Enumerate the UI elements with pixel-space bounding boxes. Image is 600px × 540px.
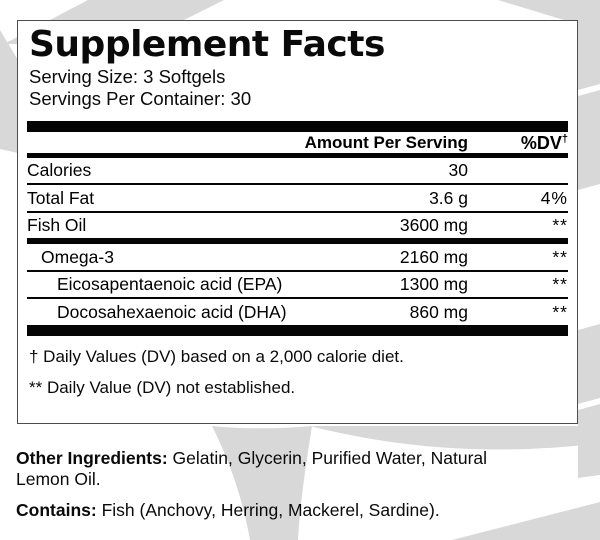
- table-row: Calories 30: [27, 158, 568, 186]
- nutrient-dv: **: [552, 274, 568, 295]
- servings-per-container: Servings Per Container: 30: [29, 87, 252, 109]
- nutrient-dv: **: [552, 215, 568, 236]
- nutrient-dv: **: [552, 301, 568, 322]
- nutrient-dv: 4%: [540, 187, 568, 208]
- footnote: ** Daily Value (DV) not established.: [29, 377, 296, 397]
- nutrient-amount: 30: [448, 160, 468, 181]
- supplement-facts-panel: Supplement Facts Serving Size: 3 Softgel…: [17, 20, 578, 424]
- nutrient-name: Fish Oil: [27, 215, 87, 236]
- nutrient-amount: 860 mg: [409, 301, 468, 322]
- nutrient-amount: 3600 mg: [399, 215, 468, 236]
- other-ingredients-text: Gelatin, Glycerin, Purified Water, Natur…: [16, 448, 488, 489]
- percent-dv-header: %DV†: [520, 132, 568, 153]
- table-row: Fish Oil 3600 mg **: [27, 213, 568, 245]
- table-row: Eicosapentaenoic acid (EPA) 1300 mg **: [27, 272, 568, 300]
- nutrient-amount: 1300 mg: [399, 274, 468, 295]
- nutrient-name: Eicosapentaenoic acid (EPA): [57, 274, 283, 295]
- footnote: † Daily Values (DV) based on a 2,000 cal…: [29, 346, 404, 366]
- table-row: Omega-3 2160 mg **: [27, 244, 568, 272]
- nutrient-name: Docosahexaenoic acid (DHA): [57, 301, 287, 322]
- nutrient-name: Omega-3: [41, 246, 114, 267]
- other-ingredients: Other Ingredients: Gelatin, Glycerin, Pu…: [16, 448, 490, 490]
- other-ingredients-label: Other Ingredients:: [16, 448, 168, 468]
- contains-label: Contains:: [16, 500, 97, 520]
- contains-statement: Contains: Fish (Anchovy, Herring, Macker…: [16, 500, 490, 521]
- table-row: Total Fat 3.6 g 4%: [27, 185, 568, 213]
- serving-size: Serving Size: 3 Softgels: [29, 65, 226, 87]
- nutrient-dv: **: [552, 246, 568, 267]
- nutrient-name: Calories: [27, 160, 92, 181]
- panel-title: Supplement Facts: [29, 24, 385, 65]
- bottom-text-block: Other Ingredients: Gelatin, Glycerin, Pu…: [16, 448, 490, 521]
- table-row: Docosahexaenoic acid (DHA) 860 mg **: [27, 299, 568, 336]
- amount-per-serving-header: Amount Per Serving: [304, 133, 468, 153]
- table-header-row: Amount Per Serving %DV†: [27, 132, 568, 153]
- divider-medium-header: [27, 152, 568, 158]
- nutrient-name: Total Fat: [27, 187, 95, 208]
- nutrient-table: Calories 30 Total Fat 3.6 g 4% Fish Oil …: [27, 158, 568, 336]
- footnotes: † Daily Values (DV) based on a 2,000 cal…: [27, 346, 568, 399]
- divider-thick-top: [27, 120, 568, 132]
- nutrient-amount: 2160 mg: [399, 246, 468, 267]
- contains-text: Fish (Anchovy, Herring, Mackerel, Sardin…: [96, 500, 440, 520]
- nutrient-amount: 3.6 g: [429, 187, 468, 208]
- dagger-symbol: †: [561, 132, 568, 145]
